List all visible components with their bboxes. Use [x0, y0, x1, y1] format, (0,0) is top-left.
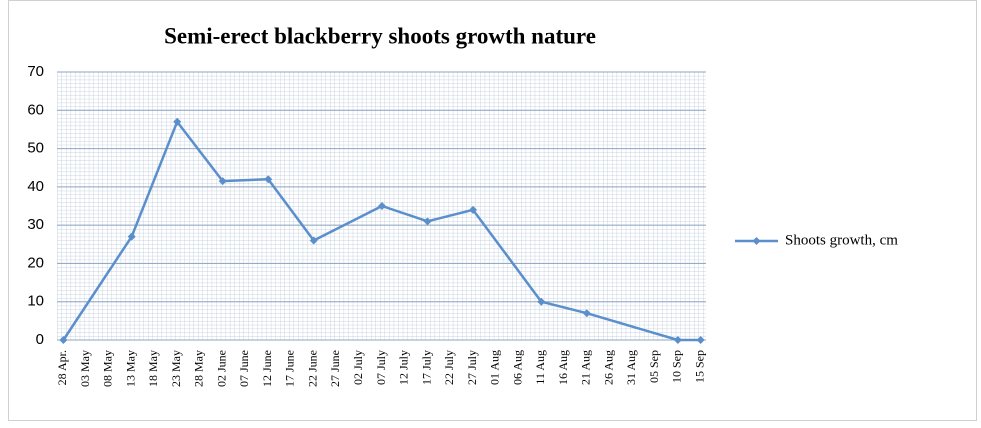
line-segment [130, 121, 179, 238]
y-tick-label: 0 [36, 331, 44, 348]
legend-label: Shoots growth, cm [785, 232, 898, 248]
point-marker [309, 236, 318, 245]
x-tick-label: 02 June [214, 350, 228, 387]
point-marker [469, 205, 478, 214]
x-tick-label: 02 July [351, 350, 365, 385]
x-tick-label: 07 June [237, 350, 251, 387]
chart-title: Semi-erect blackberry shoots growth natu… [164, 23, 596, 48]
point-marker [264, 175, 273, 184]
x-tick-label: 13 May [123, 350, 137, 387]
line-segment [427, 208, 474, 223]
point-marker [537, 297, 546, 306]
line-segment [222, 177, 269, 183]
x-tick-label: 11 Aug [533, 350, 547, 385]
line-segment [586, 312, 679, 342]
y-tick-label: 30 [27, 216, 44, 233]
x-tick-label: 07 July [374, 350, 388, 385]
y-tick-label: 40 [27, 178, 44, 195]
x-tick-label: 06 Aug [510, 350, 524, 385]
line-segment [62, 235, 133, 341]
x-tick-label: 08 May [101, 350, 115, 387]
x-tick-label: 15 Sep [692, 350, 706, 383]
x-tick-label: 17 July [419, 350, 433, 385]
point-marker [582, 309, 591, 318]
x-tick-label: 03 May [78, 350, 92, 387]
x-tick-label: 21 Aug [579, 350, 593, 385]
y-tick-label: 10 [27, 293, 44, 310]
x-tick-label: 31 Aug [624, 350, 638, 385]
y-tick-label: 50 [27, 140, 44, 157]
x-tick-label: 23 May [169, 350, 183, 387]
x-tick-label: 22 July [442, 350, 456, 385]
x-tick-label: 12 June [260, 350, 274, 387]
x-tick-label: 18 May [146, 350, 160, 387]
x-tick-label: 27 June [328, 350, 342, 387]
x-tick-label: 26 Aug [601, 350, 615, 385]
point-marker [127, 232, 136, 241]
line-segment [313, 204, 383, 242]
point-marker [673, 336, 682, 344]
x-tick-label: 27 July [465, 350, 479, 385]
legend-marker [752, 237, 761, 245]
point-marker [173, 117, 182, 126]
y-tick-label: 70 [27, 63, 44, 80]
x-tick-label: 28 Apr. [55, 350, 69, 385]
x-tick-label: 12 July [397, 350, 411, 385]
x-tick-label: 22 June [305, 350, 319, 387]
point-marker [378, 202, 386, 210]
x-tick-label: 28 May [192, 350, 206, 387]
point-marker [59, 336, 68, 344]
x-tick-label: 01 Aug [488, 350, 502, 385]
y-tick-label: 20 [27, 254, 44, 271]
line-segment [472, 209, 543, 303]
x-tick-label: 17 June [283, 350, 297, 387]
x-tick-label: 10 Sep [670, 350, 684, 383]
x-tick-label: 05 Sep [647, 350, 661, 383]
x-tick-label: 16 Aug [556, 350, 570, 385]
point-marker [423, 217, 432, 226]
line-segment [176, 121, 224, 182]
point-marker [696, 336, 705, 344]
line-segment [267, 178, 315, 242]
line-segment [381, 204, 428, 223]
y-tick-label: 60 [27, 101, 44, 118]
point-marker [218, 177, 227, 186]
line-segment [541, 300, 588, 315]
